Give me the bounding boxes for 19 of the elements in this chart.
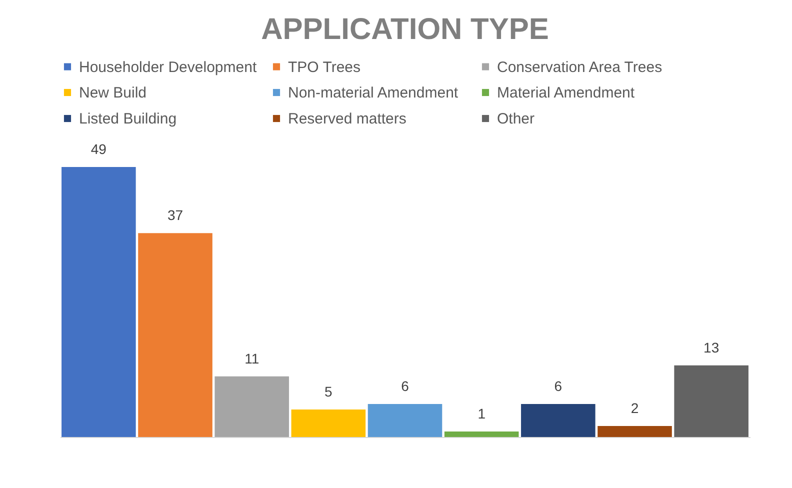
- legend-label: Material Amendment: [497, 84, 636, 102]
- legend-label: Householder Development: [79, 58, 258, 76]
- legend-label: Listed Building: [79, 110, 177, 128]
- legend-label: Non-material Amendment: [288, 84, 459, 102]
- data-label: 37: [167, 207, 184, 224]
- data-label: 2: [630, 400, 639, 416]
- legend-label: Reserved matters: [288, 110, 406, 128]
- data-label: 49: [90, 141, 107, 157]
- legend-label: TPO Trees: [288, 58, 361, 76]
- legend-label: Other: [497, 110, 535, 128]
- chart-title: APPLICATION TYPE: [261, 13, 549, 46]
- legend-label: New Build: [79, 84, 147, 102]
- data-label: 5: [324, 383, 333, 400]
- legend-label: Conservation Area Trees: [497, 58, 662, 76]
- data-label: 1: [478, 405, 486, 422]
- data-label: 6: [554, 378, 562, 394]
- data-label: 13: [704, 339, 720, 356]
- data-label: 6: [401, 378, 410, 394]
- data-label: 11: [244, 350, 260, 366]
